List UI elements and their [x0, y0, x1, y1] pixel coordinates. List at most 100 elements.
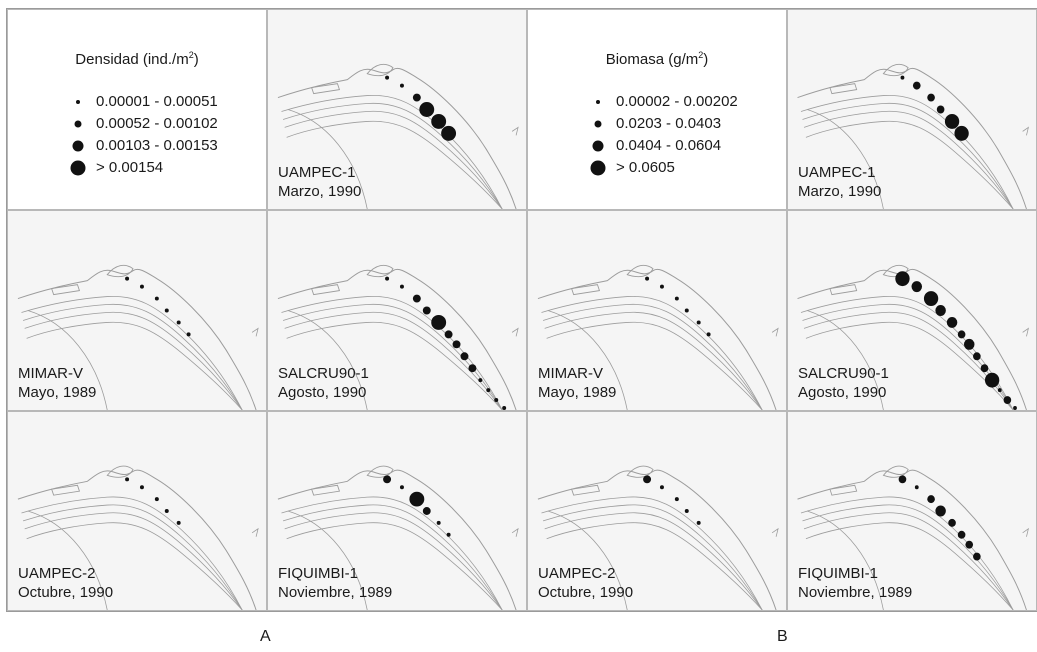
legend-b-title: Biomasa (g/m2)	[528, 50, 786, 68]
cruise-name: FIQUIMBI-1	[278, 565, 359, 582]
depth-contour	[281, 295, 503, 410]
depth-contour	[22, 303, 243, 410]
coastline	[797, 67, 1027, 209]
station-dot	[696, 320, 701, 325]
cruise-date: Agosto, 1990	[278, 384, 367, 401]
legend-dot-size4	[590, 160, 606, 176]
lagoon-outline	[571, 284, 601, 296]
depth-contour	[802, 102, 1014, 209]
depth-contour	[282, 504, 503, 610]
depth-contour	[284, 512, 503, 610]
map-panel-b-salcru90: SALCRU90-1 Agosto, 1990	[787, 210, 1037, 411]
map-panel-a-fiquimbi: FIQUIMBI-1 Noviembre, 1989	[267, 411, 527, 611]
legend-a-title-close: )	[193, 51, 199, 68]
station-dot	[684, 509, 689, 513]
legend-b-item-label: 0.0203 - 0.0403	[616, 115, 722, 132]
panel-caption: SALCRU90-1 Agosto, 1990	[798, 364, 889, 402]
coastline	[17, 268, 257, 410]
station-dot	[412, 93, 421, 102]
station-dot	[139, 284, 144, 289]
coast-marker	[771, 327, 779, 337]
panel-caption: MIMAR-V Mayo, 1989	[538, 364, 616, 402]
legend-b-title-sup: 2	[698, 50, 704, 60]
panel-caption: UAMPEC-1 Marzo, 1990	[278, 163, 361, 201]
depth-contour	[542, 504, 763, 610]
coastline-map	[537, 465, 779, 610]
station-dot	[659, 485, 664, 490]
depth-contour	[542, 303, 763, 410]
river-line	[806, 109, 884, 209]
station-dot	[385, 276, 390, 281]
legend-a-title-text: Densidad (ind./m	[75, 51, 189, 68]
depth-contour	[281, 94, 503, 209]
coastline-map	[797, 264, 1029, 410]
station-dot	[957, 530, 966, 539]
station-dot	[399, 83, 404, 88]
river-line	[287, 510, 368, 610]
coastline	[537, 268, 777, 410]
station-dot	[923, 291, 939, 307]
cruise-name: MIMAR-V	[18, 365, 83, 382]
coastline	[537, 469, 777, 610]
legend-b-item: 0.0203 - 0.0403	[594, 114, 786, 134]
panel-caption: UAMPEC-2 Octubre, 1990	[538, 564, 633, 602]
panel-caption: UAMPEC-2 Octubre, 1990	[18, 564, 113, 602]
lagoon-outline	[829, 284, 858, 296]
depth-contour	[805, 120, 1014, 209]
coastline	[277, 268, 517, 410]
station-dot	[911, 281, 923, 293]
depth-contour	[282, 102, 503, 209]
depth-contour	[281, 496, 503, 610]
cruise-name: MIMAR-V	[538, 365, 603, 382]
map-panel-a-salcru90: SALCRU90-1 Agosto, 1990	[267, 210, 527, 411]
station-dot	[385, 75, 390, 80]
river-line	[27, 510, 108, 610]
station-dot	[441, 125, 457, 141]
cruise-name: UAMPEC-2	[538, 565, 616, 582]
lagoon-outline	[366, 465, 394, 478]
station-dot	[125, 276, 130, 281]
depth-contour	[541, 496, 763, 610]
station-dot	[927, 93, 935, 102]
station-dot	[984, 372, 1000, 388]
legend-dot-size1	[596, 100, 600, 104]
cruise-name: FIQUIMBI-1	[798, 565, 879, 582]
map-panel-b-uampec1: UAMPEC-1 Marzo, 1990	[787, 9, 1037, 210]
legend-b-item-label: 0.00002 - 0.00202	[616, 93, 738, 110]
depth-contour	[282, 303, 503, 410]
legend-a-item-label: 0.00103 - 0.00153	[96, 137, 218, 154]
station-dot	[980, 364, 989, 373]
depth-contour	[546, 321, 763, 410]
lagoon-outline	[571, 484, 601, 496]
coastline	[17, 469, 257, 610]
coast-marker	[251, 527, 259, 537]
legend-a-item: > 0.00154	[70, 158, 266, 178]
coast-marker	[251, 327, 259, 337]
station-dot	[399, 284, 404, 289]
depth-contour	[284, 311, 503, 410]
river-line	[27, 310, 108, 410]
station-dot	[963, 338, 975, 350]
legend-b-item: > 0.0605	[590, 158, 786, 178]
lagoon-outline	[626, 264, 654, 278]
station-dot	[674, 497, 679, 502]
station-dot	[486, 388, 491, 393]
legend-b-item-label: > 0.0605	[616, 159, 675, 176]
station-dot	[502, 406, 507, 410]
station-dot	[409, 491, 425, 507]
cruise-name: UAMPEC-2	[18, 565, 96, 582]
station-dot	[898, 475, 907, 484]
depth-contour	[24, 512, 243, 610]
station-dot	[1003, 396, 1012, 405]
panel-letter-b: B	[777, 628, 788, 645]
depth-contour	[802, 303, 1014, 410]
legend-a-title: Densidad (ind./m2)	[8, 50, 266, 68]
depth-contour	[800, 496, 1014, 610]
river-line	[547, 510, 628, 610]
map-panel-b-uampec2: UAMPEC-2 Octubre, 1990	[527, 411, 787, 611]
legend-a-title-sup: 2	[188, 50, 194, 60]
river-line	[287, 310, 368, 410]
station-dot	[419, 102, 435, 117]
lagoon-outline	[626, 465, 654, 478]
station-dot	[176, 520, 181, 525]
